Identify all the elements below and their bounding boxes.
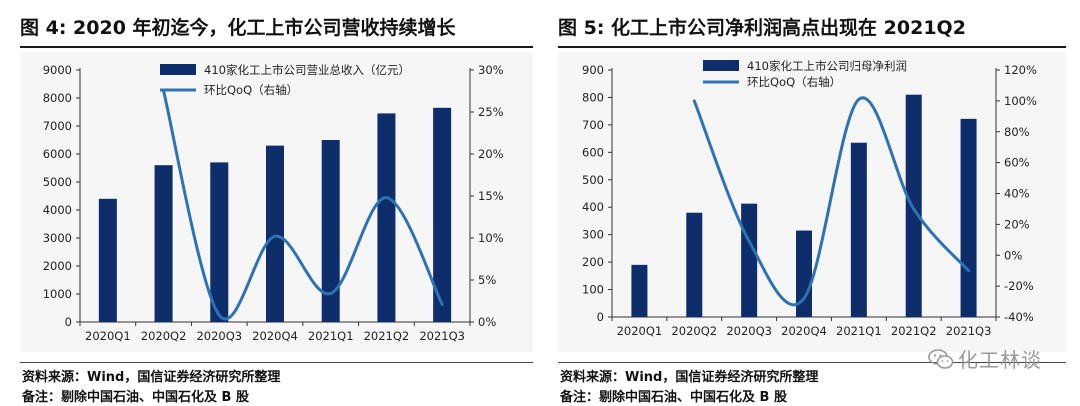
revenue-bar (796, 230, 812, 317)
right-footer-rule (558, 362, 1066, 363)
left-footer-rule (20, 362, 533, 363)
right-y-tick-label: 20% (1004, 217, 1030, 231)
right-y-tick-label: 40% (1004, 187, 1030, 201)
left-y-tick-label: 8000 (43, 91, 72, 105)
right-y-tick-label: 5% (478, 273, 496, 287)
revenue-bar (960, 118, 977, 318)
left-y-tick-label: 3000 (43, 231, 72, 245)
legend-line-label: 环比QoQ（右轴） (747, 75, 841, 89)
left-y-tick-label: 5000 (43, 175, 72, 189)
left-y-tick-label: 300 (582, 228, 604, 242)
right-y-tick-label: 30% (478, 63, 504, 77)
watermark-text: 化工林谈 (958, 348, 1042, 372)
x-tick-label: 2021Q2 (891, 324, 937, 338)
x-tick-label: 2020Q1 (85, 329, 131, 343)
right-y-tick-label: -40% (1004, 310, 1034, 324)
right-chart-area: 0 100 200 300 400 500 600 700 800 900 -40% -20% 0% 20… (558, 52, 1066, 352)
legend-bar-swatch (160, 64, 196, 75)
left-y-tick-label: 9000 (43, 63, 72, 77)
x-tick-label: 2020Q4 (252, 329, 298, 343)
left-y-tick-label: 100 (582, 283, 604, 297)
x-tick-label: 2020Q1 (617, 324, 663, 338)
x-tick-label: 2021Q3 (946, 324, 992, 338)
revenue-bar (905, 94, 922, 317)
revenue-bar (266, 145, 284, 322)
x-tick-label: 2020Q4 (781, 324, 827, 338)
left-y-tick-label: 200 (582, 255, 604, 269)
x-tick-label: 2020Q3 (196, 329, 242, 343)
left-y-tick-label: 6000 (43, 147, 72, 161)
x-tick-label: 2020Q3 (726, 324, 772, 338)
left-y-tick-label: 0 (597, 310, 604, 324)
right-chart-title: 图 5: 化工上市公司净利润高点出现在 2021Q2 (558, 17, 966, 39)
left-chart-title: 图 4: 2020 年初迄今，化工上市公司营收持续增长 (20, 17, 456, 39)
wechat-icon (928, 348, 954, 369)
right-source-note: 资料来源：Wind，国信证券经济研究所整理 (560, 370, 819, 385)
revenue-bar (686, 212, 703, 317)
left-y-tick-label: 700 (582, 118, 604, 132)
left-y-tick-label: 500 (582, 173, 604, 187)
right-remark-note: 备注：剔除中国石油、中国石化及 B 股 (560, 390, 787, 405)
left-y-tick-label: 7000 (43, 119, 72, 133)
revenue-bar (631, 264, 648, 317)
qoq-series-line (692, 96, 971, 307)
left-y-tick-label: 1000 (43, 287, 72, 301)
right-y-tick-label: 20% (478, 147, 504, 161)
left-remark-note: 备注：剔除中国石油、中国石化及 B 股 (22, 390, 249, 405)
revenue-bar (377, 113, 396, 323)
right-y-tick-label: 60% (1004, 156, 1030, 170)
x-tick-label: 2020Q2 (671, 324, 717, 338)
left-y-tick-label: 2000 (43, 259, 72, 273)
revenue-bar (98, 198, 117, 322)
right-y-tick-label: 25% (478, 105, 504, 119)
left-y-tick-label: 900 (582, 63, 604, 77)
x-tick-label: 2021Q3 (419, 329, 465, 343)
watermark: 化工林谈 (928, 344, 1068, 372)
revenue-bar (741, 203, 758, 317)
x-tick-label: 2020Q2 (141, 329, 187, 343)
legend-line-label: 环比QoQ（右轴） (204, 83, 298, 97)
left-y-tick-label: 800 (582, 90, 604, 104)
revenue-bar (850, 142, 867, 317)
left-chart-svg: 0 1000 2000 3000 4000 5000 6000 7000 8000 9000 0% 5… (43, 63, 504, 343)
left-source-note: 资料来源：Wind，国信证券经济研究所整理 (22, 370, 281, 385)
legend-bar-swatch (703, 60, 739, 71)
x-tick-label: 2021Q1 (308, 329, 354, 343)
left-y-tick-label: 600 (582, 145, 604, 159)
left-title-rule (20, 46, 533, 48)
right-y-tick-label: 10% (478, 231, 504, 245)
legend-bar-label: 410家化工上市公司归母净利润 (747, 59, 907, 73)
left-y-tick-label: 4000 (43, 203, 72, 217)
right-y-tick-label: -20% (1004, 279, 1034, 293)
x-tick-label: 2021Q2 (364, 329, 410, 343)
right-y-tick-label: 100% (1004, 94, 1037, 108)
revenue-bar (321, 140, 340, 322)
right-y-tick-label: 120% (1004, 63, 1037, 77)
right-y-tick-label: 15% (478, 189, 504, 203)
revenue-bar (210, 162, 229, 322)
qoq-series-line (162, 89, 444, 321)
right-y-tick-label: 80% (1004, 125, 1030, 139)
right-chart-svg: 0 100 200 300 400 500 600 700 800 900 -40% -20% 0% 20… (582, 59, 1037, 338)
right-y-tick-label: 0% (478, 315, 496, 329)
revenue-bar (154, 165, 173, 322)
left-y-tick-label: 400 (582, 200, 604, 214)
legend-bar-label: 410家化工上市公司营业总收入（亿元） (204, 63, 410, 77)
left-y-tick-label: 0 (65, 315, 72, 329)
x-tick-label: 2021Q1 (836, 324, 882, 338)
right-title-rule (558, 46, 1066, 48)
right-y-tick-label: 0% (1004, 248, 1022, 262)
left-chart-area: 0 1000 2000 3000 4000 5000 6000 7000 8000 9000 0% 5… (20, 52, 533, 352)
revenue-bar (433, 107, 452, 322)
